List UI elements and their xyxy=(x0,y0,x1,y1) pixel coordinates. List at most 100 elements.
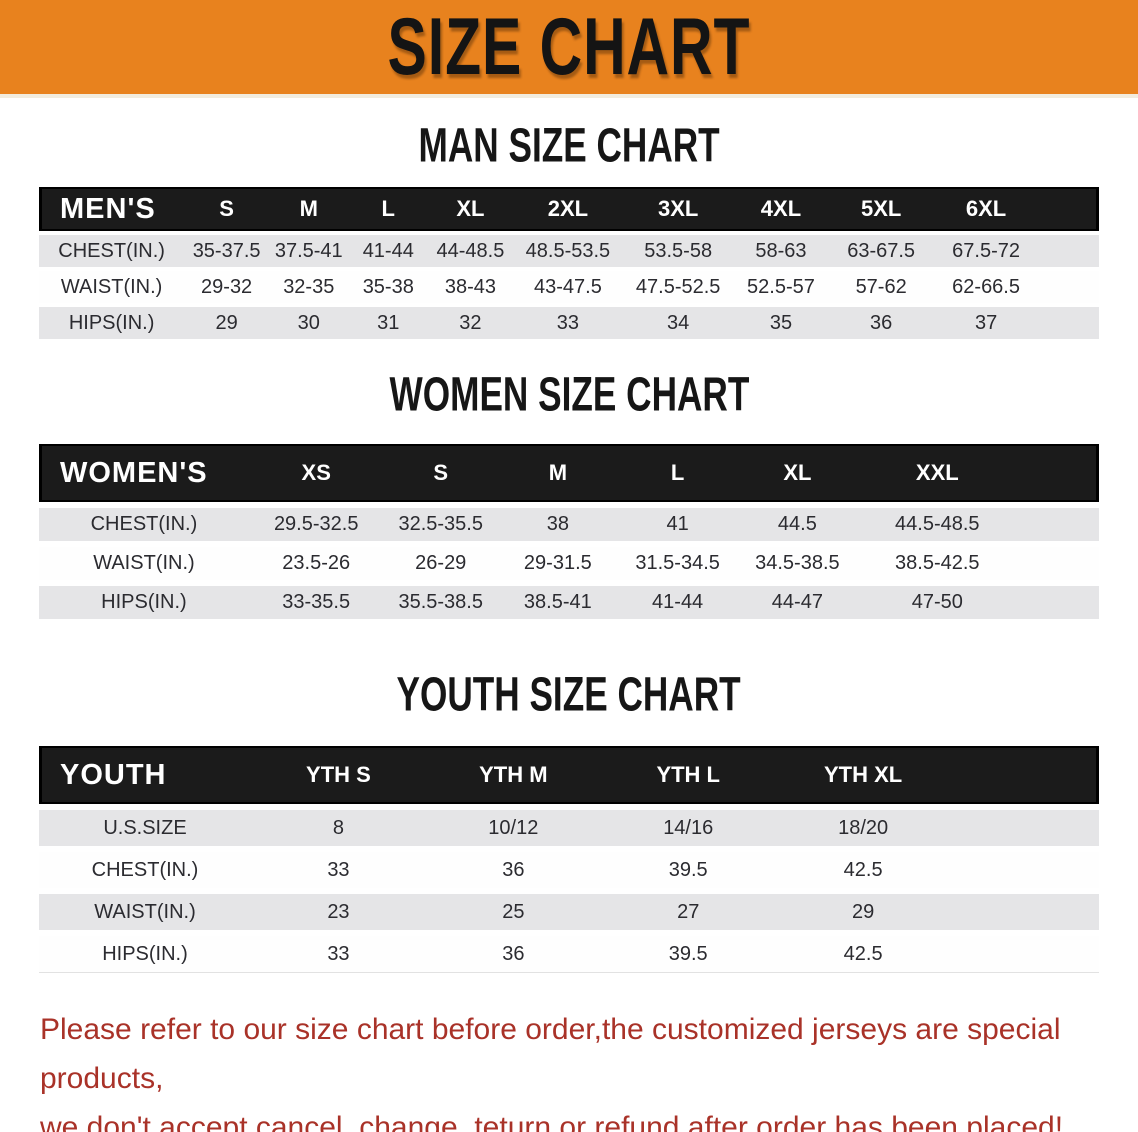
cell: 36 xyxy=(425,936,601,973)
row-label: CHEST(IN.) xyxy=(39,852,251,888)
men-heading: MAN SIZE CHART xyxy=(418,119,720,173)
order-policy-line2: we don't accept cancel, change, teturn o… xyxy=(40,1111,1064,1132)
cell: 29 xyxy=(184,307,270,339)
cell: 47.5-52.5 xyxy=(623,271,734,303)
cell: 38.5-41 xyxy=(497,586,618,619)
column-header: 6XL xyxy=(933,187,1039,231)
cell: 10/12 xyxy=(425,810,601,846)
cell: 30 xyxy=(269,307,349,339)
column-header: L xyxy=(617,444,738,502)
table-row: WAIST(IN.) 23 25 27 29 xyxy=(39,894,1099,930)
column-header: YTH L xyxy=(600,746,776,804)
cell: 34 xyxy=(623,307,734,339)
women-header-row: WOMEN'S XS S M L XL XXL xyxy=(39,444,1099,502)
women-table-label: WOMEN'S xyxy=(39,444,249,502)
cell: 35.5-38.5 xyxy=(383,586,498,619)
cell: 58-63 xyxy=(733,235,829,267)
cell: 63-67.5 xyxy=(828,235,934,267)
column-header: M xyxy=(497,444,618,502)
column-header: M xyxy=(269,187,349,231)
cell: 41-44 xyxy=(348,235,429,267)
men-header-row: MEN'S S M L XL 2XL 3XL 4XL 5XL 6XL xyxy=(39,187,1099,231)
cell: 32 xyxy=(428,307,513,339)
column-header: S xyxy=(184,187,270,231)
cell: 29-31.5 xyxy=(497,547,618,580)
cell-spacer xyxy=(1017,508,1099,541)
cell: 36 xyxy=(828,307,934,339)
column-header: XS xyxy=(248,444,384,502)
cell: 29.5-32.5 xyxy=(248,508,384,541)
cell: 37.5-41 xyxy=(269,235,349,267)
cell: 37 xyxy=(933,307,1039,339)
cell: 41 xyxy=(617,508,738,541)
men-table-label: MEN'S xyxy=(39,187,185,231)
cell: 39.5 xyxy=(600,852,776,888)
cell: 33-35.5 xyxy=(248,586,384,619)
cell: 47-50 xyxy=(857,586,1018,619)
column-header: 5XL xyxy=(828,187,934,231)
cell: 26-29 xyxy=(383,547,498,580)
youth-table-label: YOUTH xyxy=(39,746,251,804)
cell: 27 xyxy=(600,894,776,930)
cell: 33 xyxy=(251,936,426,973)
cell: 57-62 xyxy=(828,271,934,303)
cell: 44.5-48.5 xyxy=(857,508,1018,541)
header-spacer xyxy=(1038,187,1099,231)
cell: 41-44 xyxy=(617,586,738,619)
cell: 52.5-57 xyxy=(733,271,829,303)
women-section: WOMEN SIZE CHART WOMEN'S XS S M L XL XXL… xyxy=(0,343,1138,625)
cell: 34.5-38.5 xyxy=(737,547,858,580)
cell: 14/16 xyxy=(600,810,776,846)
cell: 42.5 xyxy=(775,936,951,973)
cell: 42.5 xyxy=(775,852,951,888)
table-row: HIPS(IN.) 33-35.5 35.5-38.5 38.5-41 41-4… xyxy=(39,586,1099,619)
column-header: 3XL xyxy=(623,187,734,231)
cell: 67.5-72 xyxy=(933,235,1039,267)
column-header: YTH XL xyxy=(775,746,951,804)
table-row: HIPS(IN.) 33 36 39.5 42.5 xyxy=(39,936,1099,973)
cell: 38-43 xyxy=(428,271,513,303)
cell-spacer xyxy=(1017,547,1099,580)
cell: 8 xyxy=(251,810,426,846)
cell: 33 xyxy=(251,852,426,888)
cell: 43-47.5 xyxy=(512,271,624,303)
men-section: MAN SIZE CHART MEN'S S M L XL 2XL 3XL 4X… xyxy=(0,98,1138,343)
row-label: HIPS(IN.) xyxy=(39,936,251,973)
table-row: CHEST(IN.) 29.5-32.5 32.5-35.5 38 41 44.… xyxy=(39,508,1099,541)
column-header: XL xyxy=(428,187,513,231)
cell-spacer xyxy=(1017,586,1099,619)
table-row: U.S.SIZE 8 10/12 14/16 18/20 xyxy=(39,810,1099,846)
row-label: HIPS(IN.) xyxy=(39,586,249,619)
cell: 29-32 xyxy=(184,271,270,303)
order-policy-line1: Please refer to our size chart before or… xyxy=(40,1013,1061,1095)
cell: 31.5-34.5 xyxy=(617,547,738,580)
row-label: U.S.SIZE xyxy=(39,810,251,846)
youth-section: YOUTH SIZE CHART YOUTH YTH S YTH M YTH L… xyxy=(0,625,1138,979)
cell-spacer xyxy=(1038,307,1099,339)
cell: 29 xyxy=(775,894,951,930)
table-row: HIPS(IN.) 29 30 31 32 33 34 35 36 37 xyxy=(39,307,1099,339)
banner: SIZE CHART xyxy=(0,0,1138,98)
cell-spacer xyxy=(950,936,1099,973)
column-header: XL xyxy=(737,444,858,502)
column-header: YTH S xyxy=(251,746,426,804)
row-label: WAIST(IN.) xyxy=(39,271,185,303)
cell: 38.5-42.5 xyxy=(857,547,1018,580)
table-row: WAIST(IN.) 23.5-26 26-29 29-31.5 31.5-34… xyxy=(39,547,1099,580)
cell: 18/20 xyxy=(775,810,951,846)
cell: 23 xyxy=(251,894,426,930)
cell: 38 xyxy=(497,508,618,541)
cell: 35-38 xyxy=(348,271,429,303)
row-label: CHEST(IN.) xyxy=(39,508,249,541)
page-title: SIZE CHART xyxy=(387,2,751,92)
header-spacer xyxy=(950,746,1099,804)
cell: 44-47 xyxy=(737,586,858,619)
cell: 35-37.5 xyxy=(184,235,270,267)
cell: 33 xyxy=(512,307,624,339)
table-row: WAIST(IN.) 29-32 32-35 35-38 38-43 43-47… xyxy=(39,271,1099,303)
row-label: CHEST(IN.) xyxy=(39,235,185,267)
column-header: 4XL xyxy=(733,187,829,231)
cell-spacer xyxy=(950,810,1099,846)
column-header: S xyxy=(383,444,498,502)
